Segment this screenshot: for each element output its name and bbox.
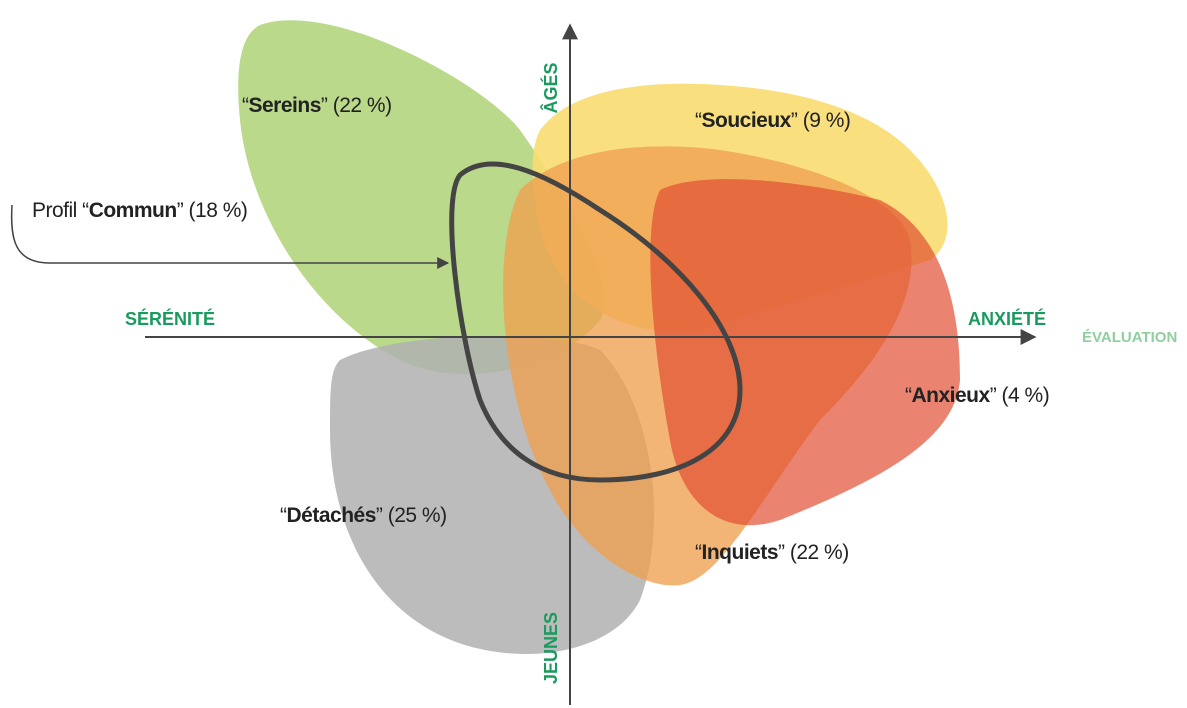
label-part: ” (25 %)	[376, 504, 447, 527]
label-part: Détachés	[287, 504, 376, 527]
label-part: ” (4 %)	[990, 384, 1050, 407]
axis-label: ÂGÉS	[540, 62, 561, 113]
anxieux-blob	[650, 179, 960, 526]
label-part: ” (18 %)	[177, 199, 248, 222]
commun-outline	[449, 161, 743, 483]
label-part: Sereins	[249, 94, 321, 117]
axis-label: JEUNES	[541, 612, 561, 684]
group-label: “Détachés” (25 %)	[280, 504, 447, 527]
group-label: “Sereins” (22 %)	[242, 94, 392, 117]
label-part: “	[695, 109, 702, 132]
label-part: ” (9 %)	[791, 109, 851, 132]
label-part: Profil “	[32, 199, 89, 222]
label-part: ” (22 %)	[321, 94, 392, 117]
label-part: “	[695, 541, 702, 564]
label-part: Commun	[89, 199, 177, 222]
label-part: Soucieux	[702, 109, 792, 132]
group-label: “Anxieux” (4 %)	[905, 384, 1049, 407]
pointer-arrow	[10, 204, 450, 269]
axis-title: ÉVALUATION	[1082, 329, 1177, 346]
label-part: ” (22 %)	[778, 541, 849, 564]
axis-label: ANXIÉTÉ	[968, 308, 1046, 329]
label-part: Anxieux	[912, 384, 991, 407]
label-part: “	[905, 384, 912, 407]
group-label: “Inquiets” (22 %)	[695, 541, 849, 564]
group-label: “Soucieux” (9 %)	[695, 109, 850, 132]
label-part: Inquiets	[702, 541, 779, 564]
label-part: “	[280, 504, 287, 527]
group-label: Profil “Commun” (18 %)	[32, 199, 247, 222]
axis-label: SÉRÉNITÉ	[125, 308, 215, 329]
label-part: “	[242, 94, 249, 117]
